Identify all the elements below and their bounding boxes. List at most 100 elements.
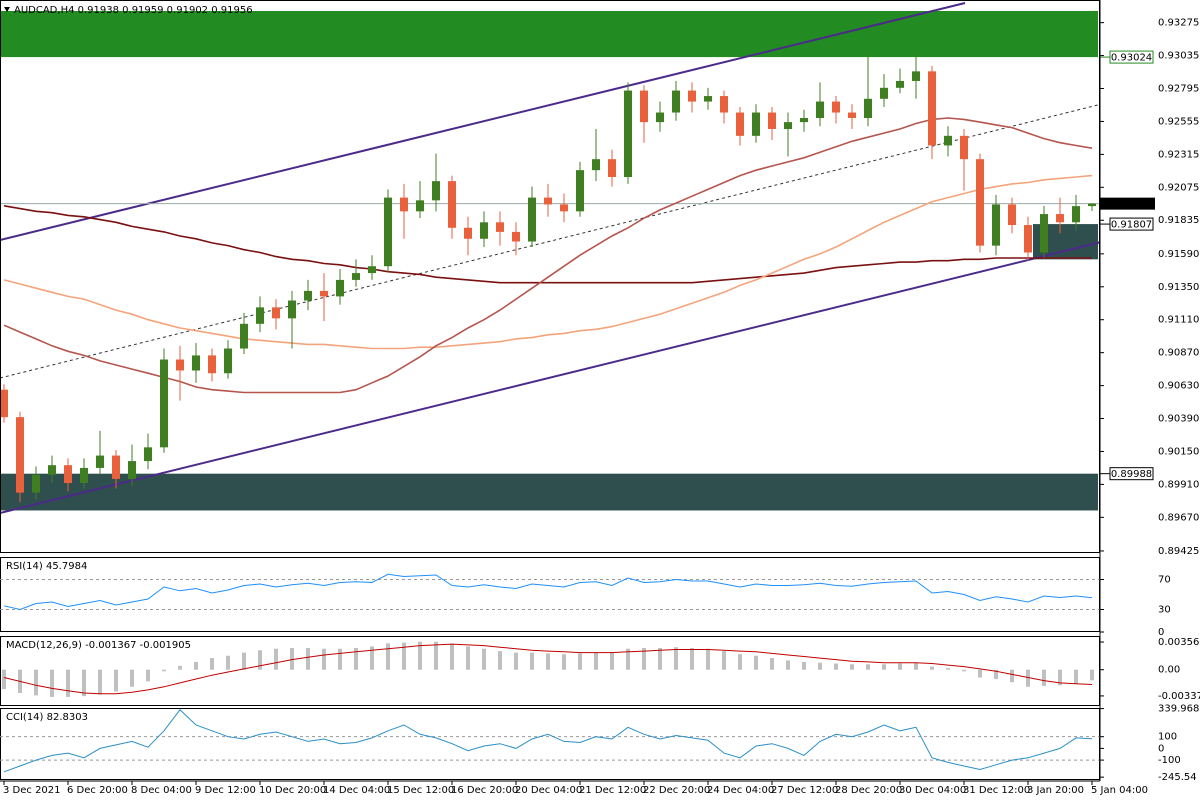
candle-body [288, 300, 296, 319]
macd-bar [338, 648, 342, 670]
macd-bar [802, 661, 806, 670]
candle-body [976, 159, 984, 246]
y-tick-label: 0 [1158, 627, 1164, 638]
candle-body [352, 273, 360, 280]
x-tick-label: 27 Dec 12:00 [771, 785, 838, 796]
x-tick-label: 14 Dec 04:00 [323, 785, 390, 796]
zone [0, 10, 1098, 58]
candle-body [0, 389, 8, 418]
y-tick-label: 0.91835 [1158, 215, 1199, 226]
price-label-box [1109, 50, 1154, 64]
y-tick-label: 0.90870 [1158, 348, 1199, 359]
macd-bar [882, 664, 886, 670]
macd-bar [594, 652, 598, 670]
macd-bar [818, 662, 822, 670]
macd-bar [706, 648, 710, 670]
macd-bar [930, 666, 934, 670]
x-tick-label: 22 Dec 20:00 [643, 785, 710, 796]
macd-bar [162, 669, 166, 672]
price-plot [0, 2, 1100, 514]
y-tick-label: 0.92555 [1158, 116, 1199, 127]
x-tick-label: 3 Dec 2021 [3, 785, 61, 796]
macd-bar [434, 641, 438, 670]
x-tick-label: 9 Dec 12:00 [195, 785, 256, 796]
candle-body [896, 80, 904, 88]
candle-body [784, 122, 792, 129]
candle-body [832, 101, 840, 113]
candle-body [816, 101, 824, 119]
candle-body [368, 266, 376, 274]
candle-body [544, 197, 552, 205]
y-tick-label: -0.003371 [1158, 691, 1200, 702]
candle-body [432, 181, 440, 201]
macd-bar [1074, 669, 1078, 684]
candle-body [512, 231, 520, 242]
candle-body [736, 112, 744, 136]
candle-body [64, 465, 72, 484]
candle-body [128, 461, 136, 479]
x-tick-label: 8 Dec 04:00 [131, 785, 192, 796]
candle-body [592, 159, 600, 171]
y-tick-label: 0.93275 [1158, 18, 1199, 29]
y-tick-label: 0.93035 [1158, 51, 1199, 62]
moving-average [3, 117, 1093, 394]
candle-body [400, 197, 408, 212]
price-label-box [1109, 467, 1154, 481]
candle-body [448, 181, 456, 228]
last-price-label: 0.91956 [1106, 199, 1147, 210]
x-tick-label: 28 Dec 20:00 [835, 785, 902, 796]
title-marker [4, 7, 10, 12]
candle-body [640, 90, 648, 123]
candle-body [624, 90, 632, 178]
macd-bar [754, 655, 758, 670]
macd-bar [1090, 669, 1094, 681]
price-label: 0.93024 [1111, 53, 1152, 64]
last-price-box [1100, 197, 1155, 210]
y-tick-label: 100 [1158, 732, 1177, 743]
candle-body [720, 96, 728, 113]
y-tick-label: 0.92075 [1158, 182, 1199, 193]
macd-bar [834, 663, 838, 670]
macd-bar [418, 641, 422, 670]
candle-body [656, 112, 664, 123]
macd-bar [290, 647, 294, 670]
macd-bar [898, 663, 902, 670]
candle-body [688, 90, 696, 102]
candle-body [528, 197, 536, 242]
candle-body [672, 90, 680, 113]
y-tick-label: 0.92315 [1158, 149, 1199, 160]
y-tick-label: 339.9688 [1158, 704, 1200, 715]
macd-bar [34, 669, 38, 696]
y-tick-label: 0.91350 [1158, 282, 1199, 293]
x-tick-label: 31 Dec 12:00 [963, 785, 1030, 796]
macd-bar [322, 648, 326, 670]
zone [0, 473, 1098, 511]
channel-upper [0, 2, 966, 241]
y-tick-label: 0.90630 [1158, 381, 1199, 392]
macd-bar [610, 652, 614, 670]
macd-bar [258, 650, 262, 670]
macd-bar [1026, 669, 1030, 687]
macd-bar [850, 664, 854, 670]
panel-title: RSI(14) 45.7984 [6, 561, 87, 572]
macd-bar [1010, 669, 1014, 683]
panel-title: AUDCAD,H4 0.91938 0.91959 0.91902 0.9195… [14, 5, 253, 16]
y-tick-label: 0.91590 [1158, 249, 1199, 260]
candle-body [944, 135, 952, 146]
macd-bar [354, 647, 358, 670]
candle-body [1024, 225, 1032, 253]
candle-body [1040, 214, 1048, 253]
candle-body [928, 71, 936, 146]
candle-body [224, 348, 232, 374]
macd-bar [274, 648, 278, 670]
candle-body [176, 359, 184, 371]
macd-bar [866, 664, 870, 670]
x-tick-label: 16 Dec 20:00 [451, 785, 518, 796]
macd-bar [66, 669, 70, 697]
candle-body [1072, 206, 1080, 223]
y-tick-label: 0.003563 [1158, 637, 1200, 648]
price-label: 0.91807 [1111, 220, 1152, 231]
macd-bar [306, 647, 310, 670]
